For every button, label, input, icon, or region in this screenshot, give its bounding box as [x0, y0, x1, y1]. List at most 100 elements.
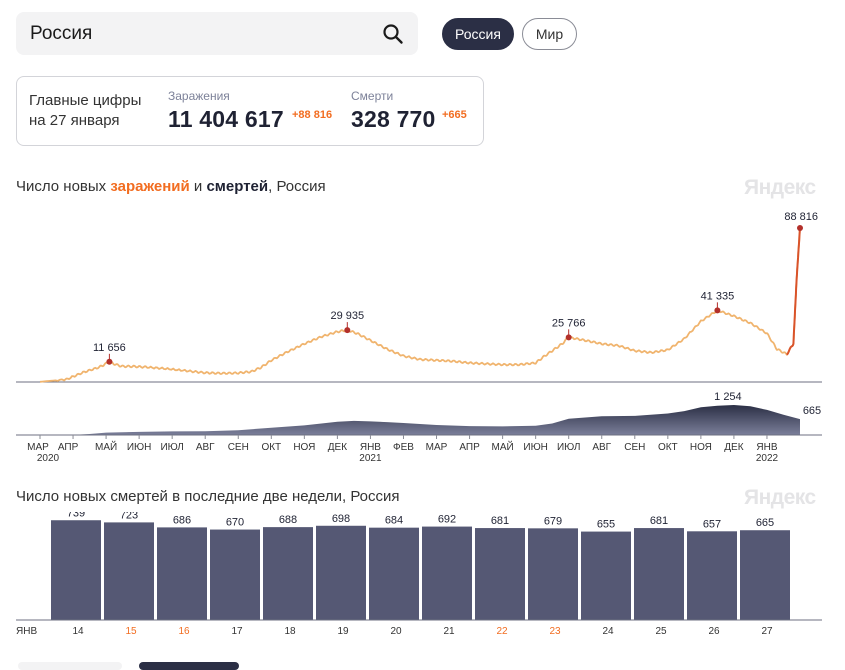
infections-surge-line: [786, 227, 801, 356]
deaths-value-label: 665: [803, 405, 821, 417]
month-label: МАЙ: [492, 440, 514, 453]
peak-marker: [106, 358, 113, 365]
month-label: АПР: [459, 442, 480, 453]
month-label: АВГ: [592, 442, 611, 453]
peak-label: 11 656: [93, 342, 126, 354]
search-input[interactable]: [28, 21, 382, 46]
month-label: ДЕК: [328, 442, 347, 453]
month-label: ФЕВ: [393, 442, 414, 453]
day-label: 26: [708, 626, 720, 637]
month-label: ИЮН: [127, 442, 152, 453]
deaths-bar-chart: 739 14 723 15 686 16 670 17 688 18 698 19 684 20 692 21…: [16, 512, 822, 637]
history-chart: 11 656 29 935 25 766 41 335 88 816 1 254 665 МА…: [16, 211, 822, 464]
day-label: 17: [231, 626, 243, 637]
summary-card: Главные цифры на 27 января Заражения 11 …: [16, 76, 484, 146]
bar-value-label: 684: [385, 515, 403, 527]
peak-marker: [714, 307, 721, 314]
bar-value-label: 679: [544, 515, 562, 527]
bar-value-label: 688: [279, 514, 297, 526]
bar: [528, 528, 578, 620]
month-label: ИЮН: [523, 442, 548, 453]
bar: [422, 526, 472, 620]
summary-lead-line2: на 27 января: [29, 112, 120, 129]
peak-label: 88 816: [784, 211, 818, 223]
day-label: 15: [125, 626, 137, 637]
bar: [104, 522, 154, 620]
search-bar[interactable]: [16, 12, 418, 55]
day-label: 27: [761, 626, 773, 637]
year-label: 2022: [756, 453, 779, 464]
day-label: 18: [284, 626, 296, 637]
bar-value-label: 665: [756, 517, 774, 529]
bar: [51, 520, 101, 620]
bar-value-label: 655: [597, 519, 615, 531]
day-label: 21: [443, 626, 455, 637]
bar-value-label: 723: [120, 512, 138, 521]
bar: [157, 527, 207, 620]
bottom-control-light[interactable]: [18, 662, 122, 670]
day-label: 20: [390, 626, 402, 637]
month-label: ОКТ: [261, 442, 281, 453]
search-icon[interactable]: [382, 23, 404, 45]
yandex-watermark-1: Яндекс: [744, 176, 816, 199]
month-label: МАЙ: [95, 440, 117, 453]
day-label: 23: [549, 626, 561, 637]
bar-value-label: 681: [491, 515, 509, 527]
infections-total: 11 404 617: [168, 106, 284, 132]
deaths-value-label: 1 254: [714, 391, 742, 403]
month-label: СЕН: [624, 442, 645, 453]
bar: [634, 528, 684, 620]
bar: [581, 531, 631, 620]
month-label: ЯНВ: [360, 442, 381, 453]
deaths-area: [40, 405, 800, 435]
month-label: ЯНВ: [756, 442, 777, 453]
month-label: ИЮЛ: [160, 442, 183, 453]
chart2-title: Число новых смертей в последние две неде…: [16, 488, 400, 505]
chart1-title-prefix: Число новых: [16, 178, 111, 195]
bar-value-label: 681: [650, 515, 668, 527]
yandex-watermark-2: Яндекс: [744, 486, 816, 509]
tab-russia[interactable]: Россия: [442, 18, 514, 50]
bar-value-label: 670: [226, 517, 244, 529]
summary-lead-line1: Главные цифры: [29, 92, 142, 109]
day-label: 16: [178, 626, 190, 637]
month-label: НОЯ: [293, 442, 315, 453]
peak-marker: [344, 327, 351, 334]
month-label: АВГ: [196, 442, 215, 453]
day-label: 19: [337, 626, 349, 637]
chart1-title: Число новых заражений и смертей, Россия: [16, 178, 326, 195]
year-label: 2021: [359, 453, 382, 464]
summary-lead: Главные цифры на 27 января: [29, 91, 141, 131]
peak-marker: [797, 225, 803, 231]
month-label: СЕН: [228, 442, 249, 453]
day-label: 25: [655, 626, 667, 637]
deaths-label: Смерти: [351, 89, 394, 103]
bar: [263, 527, 313, 620]
bar-value-label: 686: [173, 514, 191, 526]
tab-world[interactable]: Мир: [522, 18, 577, 50]
peak-label: 41 335: [701, 290, 735, 302]
bar-value-label: 698: [332, 513, 350, 525]
year-label: 2020: [37, 453, 60, 464]
infections-line: [39, 227, 801, 383]
month-label: ОКТ: [658, 442, 678, 453]
day-label: 22: [496, 626, 508, 637]
bar: [475, 528, 525, 620]
day-label: 24: [602, 626, 614, 637]
day-label: 14: [72, 626, 84, 637]
deaths-total: 328 770: [351, 106, 436, 132]
bar-value-label: 692: [438, 514, 456, 526]
bar-value-label: 657: [703, 518, 721, 530]
month-label: МАР: [426, 442, 448, 453]
bar: [740, 530, 790, 620]
month-label: ДЕК: [724, 442, 743, 453]
peak-marker: [565, 334, 572, 341]
bar: [316, 525, 366, 620]
infections-label: Заражения: [168, 89, 230, 103]
chart1-title-infections: заражений: [110, 178, 190, 195]
bar-month-label: ЯНВ: [16, 626, 37, 637]
bottom-control-dark[interactable]: [139, 662, 239, 670]
month-label: НОЯ: [690, 442, 712, 453]
chart1-title-suffix: , Россия: [268, 178, 326, 195]
peak-label: 25 766: [552, 317, 586, 329]
